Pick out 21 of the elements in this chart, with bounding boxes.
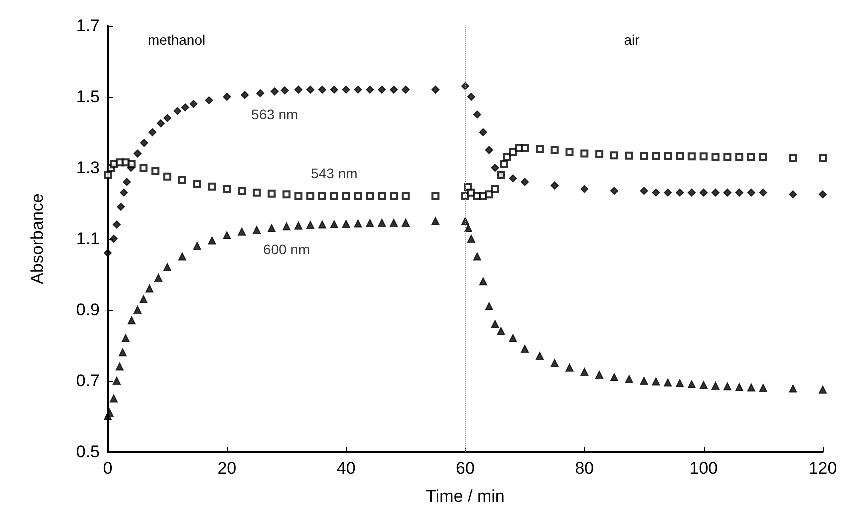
x-tick-label: 100: [690, 459, 718, 478]
x-tick-label: 120: [808, 459, 838, 478]
series-label: 600 nm: [263, 242, 310, 258]
x-tick-label: 40: [336, 459, 356, 478]
series-label: 563 nm: [251, 106, 298, 123]
y-axis-title: Absorbance: [28, 194, 47, 284]
annotation: air: [624, 32, 640, 48]
x-axis-title: Time / min: [426, 487, 505, 506]
x-tick-label: 60: [456, 459, 475, 478]
x-tick-label: 0: [103, 459, 113, 478]
y-tick-label: 0.7: [76, 372, 100, 390]
series-label: 543 nm: [311, 165, 358, 182]
x-tick-label: 20: [218, 459, 237, 478]
y-tick-label: 1.3: [76, 158, 100, 178]
y-tick-label: 0.5: [76, 442, 100, 462]
y-tick-label: 1.1: [76, 230, 100, 248]
y-tick-label: 1.7: [76, 16, 100, 36]
x-tick-label: 80: [575, 459, 594, 478]
annotation: methanol: [148, 32, 206, 48]
y-tick-label: 1.5: [76, 88, 100, 106]
y-tick-label: 0.9: [76, 300, 100, 320]
